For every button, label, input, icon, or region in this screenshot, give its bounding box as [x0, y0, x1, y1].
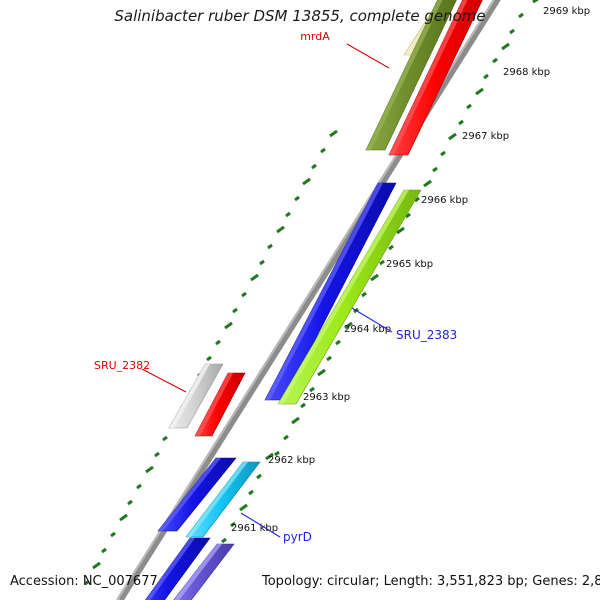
accession-label: Accession: NC_007677 [10, 574, 158, 589]
leader-line-SRU_2382 [141, 368, 187, 393]
tick-label: 2967 kbp [462, 131, 509, 142]
gene-slateblue-lower[interactable] [158, 543, 235, 600]
tick-label-group: 2969 kbp 2968 kbp 2967 kbp 2966 kbp 2965… [231, 6, 590, 534]
page-title: Salinibacter ruber DSM 13855, complete g… [114, 7, 485, 25]
genome-stats-label: Topology: circular; Length: 3,551,823 bp… [261, 574, 600, 589]
gene-olive-mrdA[interactable] [365, 0, 466, 151]
gene-cyan-pyrD[interactable] [185, 461, 261, 538]
leader-line-mrdA [346, 43, 390, 69]
gene-blue-SRU2383-partner[interactable] [264, 182, 397, 401]
callout-pyrD[interactable]: pyrD [240, 512, 312, 544]
gene-label-SRU_2383: SRU_2383 [396, 328, 457, 342]
tick-label: 2966 kbp [421, 195, 468, 206]
callout-SRU_2382[interactable]: SRU_2382 [94, 359, 187, 393]
tick-label: 2962 kbp [268, 455, 315, 466]
tick-label: 2961 kbp [231, 523, 278, 534]
gene-lightgray-SRU2382[interactable] [168, 363, 224, 429]
leader-line-pyrD [240, 512, 281, 538]
gene-label-SRU_2382: SRU_2382 [94, 359, 150, 372]
gene-blue-pyrD-partner[interactable] [157, 457, 237, 532]
gene-chartreuse-SRU2383[interactable] [277, 189, 422, 405]
callout-SRU_2383[interactable]: SRU_2383 [351, 307, 457, 342]
gene-red-upper[interactable] [388, 0, 492, 156]
tick-label: 2969 kbp [543, 6, 590, 17]
gene-label-pyrD: pyrD [283, 530, 312, 544]
callout-mrdA[interactable]: mrdA [300, 30, 390, 69]
gene-red-SRU2382-partner[interactable] [194, 372, 246, 437]
tick-label: 2965 kbp [386, 259, 433, 270]
tick-label: 2963 kbp [303, 392, 350, 403]
gene-blue-lower[interactable] [131, 537, 211, 600]
tick-label: 2964 kbp [344, 324, 391, 335]
leader-line-SRU_2383 [351, 307, 393, 333]
gene-label-mrdA: mrdA [300, 30, 330, 43]
tick-label: 2968 kbp [503, 67, 550, 78]
